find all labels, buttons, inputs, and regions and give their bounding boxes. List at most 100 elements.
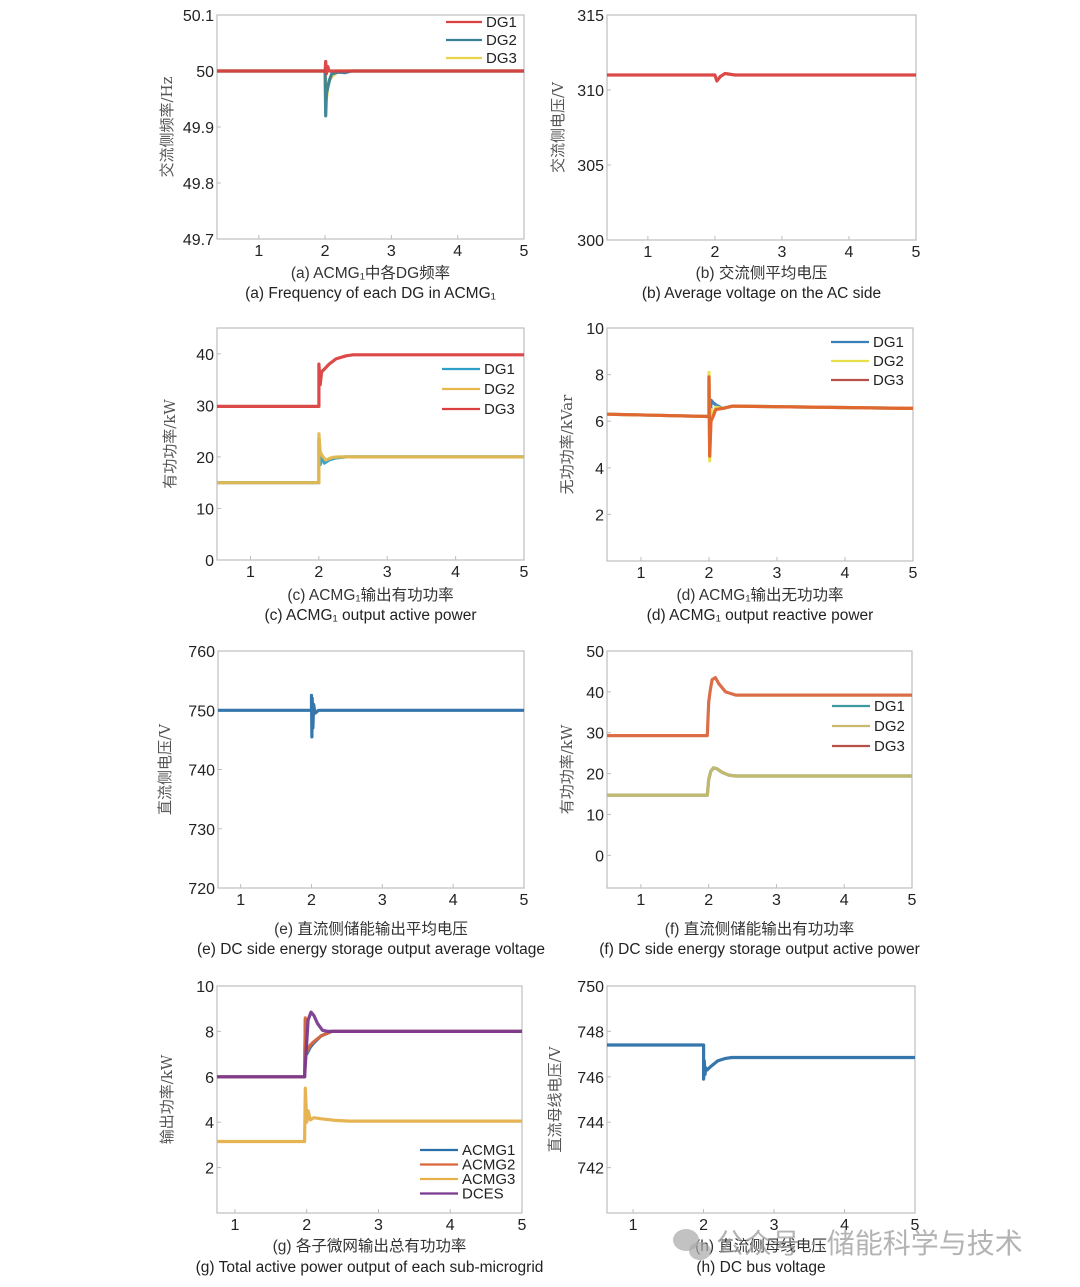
y-axis-label: 无功功率/kVar	[558, 394, 576, 495]
x-tick-label: 3	[772, 892, 781, 909]
x-tick-label: 2	[302, 1217, 311, 1234]
caption-chinese: (b) 交流侧平均电压	[696, 264, 828, 282]
x-tick-label: 2	[705, 565, 714, 582]
caption-chinese: (f) 直流侧储能输出有功功率	[665, 920, 854, 938]
plot-area-frame	[217, 650, 525, 889]
caption-chinese: (c) ACMG₁输出有功功率	[287, 586, 453, 604]
y-tick-label: 4	[205, 1115, 214, 1132]
legend: DG1 DG2 DG3	[832, 698, 905, 755]
y-tick-label: 760	[188, 644, 215, 661]
x-tick-label: 4	[845, 244, 854, 261]
caption-chinese: (a) ACMG₁中各DG频率	[291, 264, 450, 282]
legend: DG1 DG2 DG3	[831, 334, 904, 389]
x-tick-label: 1	[637, 565, 646, 582]
series-line-dces	[217, 1010, 522, 1079]
y-tick-label: 742	[577, 1161, 604, 1178]
legend-label: DG1	[874, 698, 905, 715]
y-tick-label: 315	[577, 8, 604, 25]
x-tick-label: 1	[246, 564, 255, 581]
x-tick-label: 2	[307, 892, 316, 909]
series-line-dg3	[607, 375, 913, 458]
y-axis-label: 有功功率/kW	[558, 724, 576, 814]
x-tick-label: 1	[643, 244, 652, 261]
y-tick-label: 49.9	[183, 120, 214, 137]
plot-area-frame	[216, 985, 523, 1214]
caption-chinese: (d) ACMG₁输出无功功率	[676, 586, 843, 604]
y-tick-label: 20	[196, 450, 214, 467]
y-tick-label: 49.7	[183, 232, 214, 249]
legend-label: DG3	[873, 372, 904, 389]
watermark: 公众号 · 储能科学与技术	[673, 1227, 1023, 1260]
chart-panel-a: 1 2 3 4 5 49.7 49.8 49.9 50 50.1 交流侧频率/Hz DG1DG2DG3…	[158, 8, 529, 302]
x-tick-label: 5	[909, 565, 918, 582]
y-tick-label: 50.1	[183, 8, 214, 25]
x-tick-label: 5	[911, 1217, 920, 1234]
x-tick-label: 2	[710, 244, 719, 261]
y-tick-label: 300	[577, 233, 604, 250]
legend-label: DG3	[486, 50, 517, 67]
y-tick-label: 10	[586, 321, 604, 338]
x-tick-label: 1	[236, 892, 245, 909]
legend-label: DG1	[873, 334, 904, 351]
plot-area-frame	[606, 327, 914, 562]
y-tick-label: 2	[205, 1161, 214, 1178]
x-tick-label: 3	[378, 892, 387, 909]
x-tick-label: 3	[383, 564, 392, 581]
legend-label: DG1	[484, 361, 515, 378]
series-line-ac-voltage	[607, 71, 916, 83]
y-tick-label: 310	[577, 83, 604, 100]
x-tick-label: 5	[908, 892, 917, 909]
y-tick-label: 2	[595, 507, 604, 524]
caption-english: (a) Frequency of each DG in ACMG₁	[245, 285, 496, 302]
series-line-dg2	[607, 766, 912, 797]
chart-panel-d: 1 2 3 4 5 2 4 6 8 10 无功功率/kVar DG1 DG2 DG3 (d) ACMG₁输出…	[558, 321, 918, 624]
watermark-text: 公众号 · 储能科学与技术	[716, 1227, 1023, 1260]
caption-english: (g) Total active power output of each su…	[196, 1259, 544, 1276]
caption-english: (h) DC bus voltage	[696, 1259, 825, 1276]
y-tick-label: 4	[595, 461, 604, 478]
legend-label: DG2	[873, 353, 904, 370]
plot-area-frame	[606, 650, 913, 889]
x-tick-label: 5	[520, 892, 529, 909]
y-tick-label: 10	[196, 501, 214, 518]
y-tick-label: 8	[595, 368, 604, 385]
y-tick-label: 744	[577, 1115, 604, 1132]
x-tick-label: 1	[629, 1217, 638, 1234]
caption-chinese: (e) 直流侧储能输出平均电压	[274, 920, 468, 938]
legend-label: DG2	[484, 381, 515, 398]
wechat-icon	[673, 1229, 711, 1260]
y-tick-label: 750	[188, 703, 215, 720]
y-tick-label: 0	[595, 848, 604, 865]
plot-area-frame	[606, 14, 917, 241]
legend-label: DG3	[874, 738, 905, 755]
x-tick-label: 5	[912, 244, 921, 261]
x-tick-label: 4	[841, 565, 850, 582]
legend-label: DG1	[486, 14, 517, 31]
x-tick-label: 5	[520, 243, 529, 260]
chart-panel-h: 1 2 3 4 5 742 744 746 748 750 直流母线电压/V (h) 直流侧母线电压 (…	[546, 979, 920, 1276]
x-tick-label: 4	[449, 892, 458, 909]
y-tick-label: 750	[577, 979, 604, 996]
y-tick-label: 748	[577, 1024, 604, 1041]
y-tick-label: 8	[205, 1024, 214, 1041]
y-tick-label: 30	[196, 398, 214, 415]
chart-panel-e: 1 2 3 4 5 720 730 740 750 760 直流侧电压/V (e) 直流侧储能输出平均…	[156, 644, 545, 958]
y-tick-label: 6	[205, 1070, 214, 1087]
y-tick-label: 10	[196, 979, 214, 996]
x-tick-label: 3	[770, 1217, 779, 1234]
y-axis-label: 直流侧电压/V	[156, 723, 174, 815]
caption-chinese: (g) 各子微网输出总有功功率	[273, 1237, 467, 1255]
caption-english: (b) Average voltage on the AC side	[642, 285, 881, 302]
x-tick-label: 4	[840, 1217, 849, 1234]
caption-english: (d) ACMG₁ output reactive power	[647, 607, 874, 624]
legend-label: DCES	[462, 1186, 504, 1203]
x-tick-label: 1	[230, 1217, 239, 1234]
y-axis-label: 交流侧电压/V	[549, 81, 567, 173]
series-line-dg3	[217, 353, 524, 408]
y-axis-label: 交流侧频率/Hz	[158, 76, 176, 177]
y-tick-label: 305	[577, 158, 604, 175]
x-tick-label: 3	[374, 1217, 383, 1234]
legend-label: ACMG2	[462, 1157, 515, 1174]
caption-english: (e) DC side energy storage output averag…	[197, 941, 545, 958]
